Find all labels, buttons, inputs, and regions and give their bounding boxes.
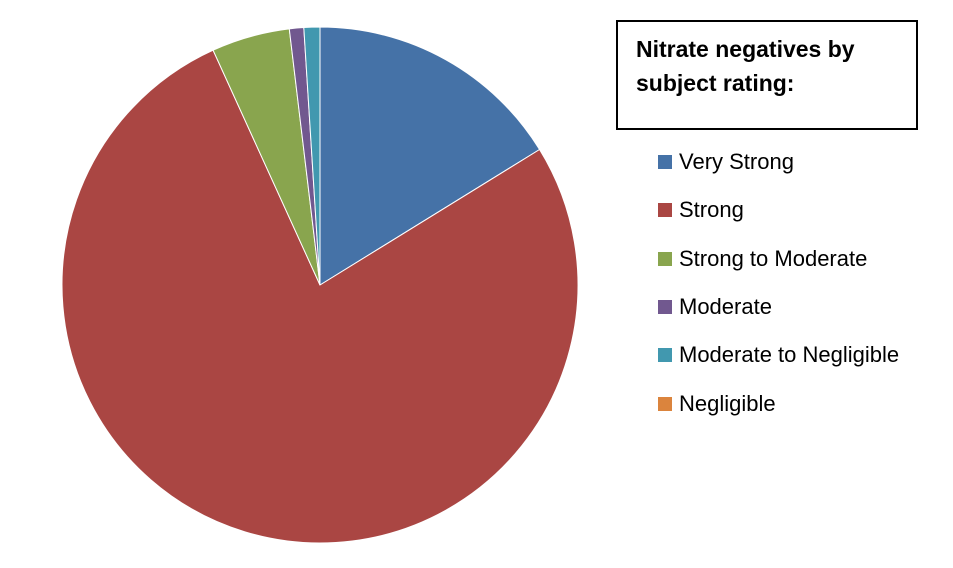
legend-swatch xyxy=(658,396,672,411)
pie-area xyxy=(61,26,579,544)
legend-swatch xyxy=(658,203,672,218)
legend-item: Negligible xyxy=(658,391,776,417)
legend-label: Negligible xyxy=(679,390,776,416)
legend-item: Strong xyxy=(658,197,744,223)
legend-item: Moderate to Negligible xyxy=(658,342,899,368)
legend-label: Strong xyxy=(679,197,744,223)
legend-label: Moderate xyxy=(679,293,772,319)
legend-swatch xyxy=(658,348,672,363)
legend-item: Moderate xyxy=(658,294,772,320)
legend-label: Strong to Moderate xyxy=(679,245,868,271)
legend-swatch xyxy=(658,155,672,169)
legend-title: Nitrate negatives by subject rating: xyxy=(616,20,918,130)
pie-slice xyxy=(319,26,541,286)
legend-swatch xyxy=(658,251,672,266)
legend-item: Very Strong xyxy=(658,149,794,175)
legend-swatch xyxy=(658,299,672,314)
legend-item: Strong to Moderate xyxy=(658,246,867,272)
legend-label: Very Strong xyxy=(679,149,794,174)
pie-slice xyxy=(61,49,579,544)
pie-slice xyxy=(303,26,321,286)
legend-label: Moderate to Negligible xyxy=(679,342,900,368)
